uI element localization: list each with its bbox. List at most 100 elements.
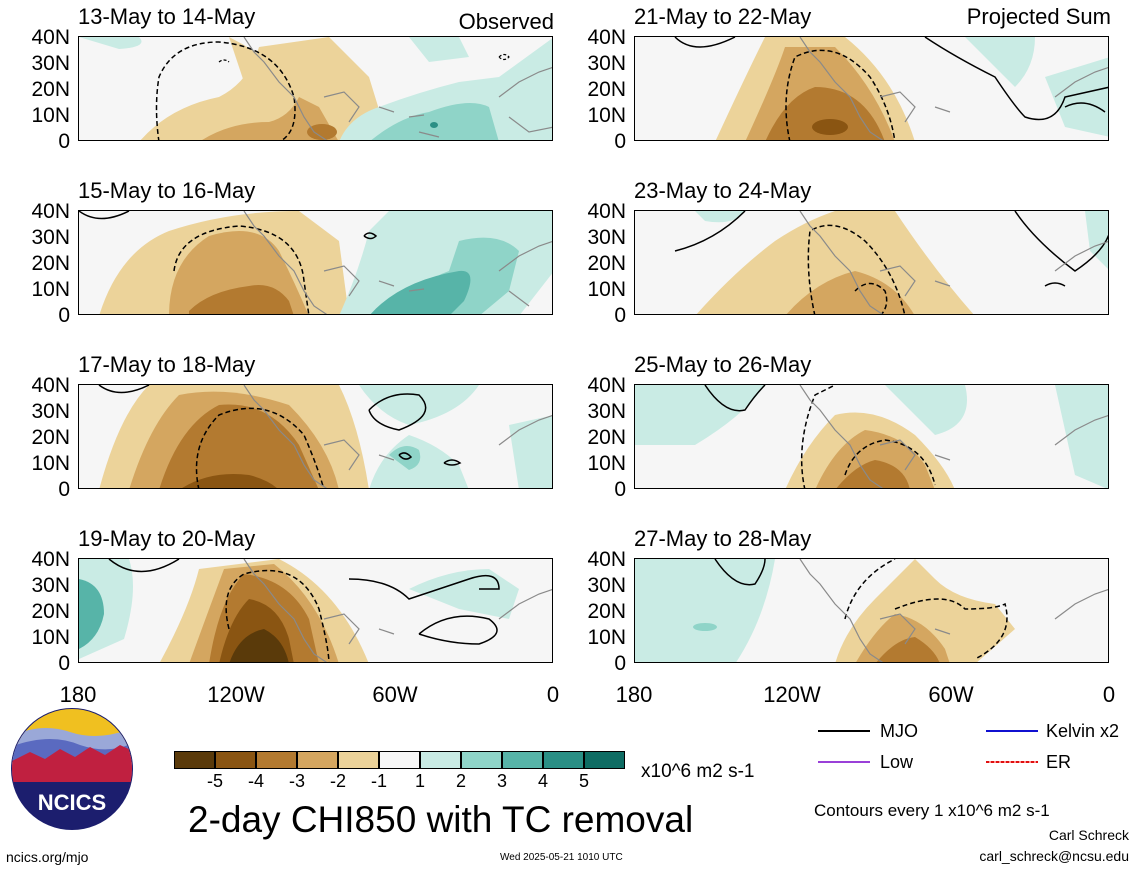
lat-tick: 20N: [31, 252, 70, 275]
colorbar-swatch: [297, 751, 338, 769]
lat-tick: 0: [614, 478, 626, 501]
panel-title: 25-May to 26-May: [634, 352, 812, 377]
lat-tick: 10N: [31, 452, 70, 475]
lat-tick: 10N: [31, 278, 70, 301]
colorbar-swatch: [461, 751, 502, 769]
lon-tick: 180: [59, 682, 97, 707]
colorbar-swatch: [420, 751, 461, 769]
lat-tick: 20N: [587, 252, 626, 275]
map-panel: [634, 36, 1109, 141]
legend-swatch: [818, 761, 870, 763]
lat-tick: 30N: [31, 226, 70, 249]
lat-tick: 30N: [587, 226, 626, 249]
author-name: Carl Schreck: [1048, 827, 1129, 843]
colorbar-swatch: [174, 751, 215, 769]
lat-tick: 40N: [31, 548, 70, 571]
legend-swatch: [986, 730, 1038, 732]
lat-tick: 30N: [587, 400, 626, 423]
legend-label: MJO: [880, 721, 918, 741]
lat-tick: 20N: [587, 600, 626, 623]
lat-tick: 40N: [31, 26, 70, 49]
lat-tick: 10N: [31, 626, 70, 649]
legend-label: Low: [880, 752, 914, 772]
map-field: [79, 559, 552, 662]
colorbar-swatch: [584, 751, 625, 769]
lon-tick: 0: [546, 682, 560, 707]
lat-tick: 0: [58, 652, 70, 675]
lon-tick: 180: [615, 682, 653, 707]
lat-tick: 20N: [31, 600, 70, 623]
lat-tick: 30N: [587, 52, 626, 75]
lat-tick: 40N: [31, 200, 70, 223]
colorbar-tick: 1: [414, 771, 426, 791]
map-field: [635, 385, 1108, 488]
colorbar-swatch: [502, 751, 543, 769]
author-email: carl_schreck@ncsu.edu: [979, 848, 1129, 864]
lat-tick: 30N: [587, 574, 626, 597]
map-panel: [634, 210, 1109, 315]
logo-text: NCICS: [38, 790, 106, 815]
map-field: [635, 559, 1108, 662]
colorbar-tick: -2: [329, 771, 347, 791]
lon-tick: 60W: [928, 682, 974, 707]
map-field: [98, 385, 552, 488]
lat-tick: 20N: [587, 426, 626, 449]
lon-tick: 0: [1102, 682, 1116, 707]
colorbar-tick: -1: [370, 771, 388, 791]
colorbar-tick: -3: [288, 771, 306, 791]
lat-tick: 0: [614, 130, 626, 153]
lat-tick: 0: [614, 304, 626, 327]
lat-tick: 0: [58, 478, 70, 501]
lat-tick: 20N: [587, 78, 626, 101]
panel-title: 27-May to 28-May: [634, 526, 812, 551]
contour-note: Contours every 1 x10^6 m2 s-1: [814, 801, 1050, 820]
lat-tick: 30N: [31, 52, 70, 75]
colorbar-tick: 5: [578, 771, 590, 791]
lat-tick: 0: [58, 130, 70, 153]
map-field: [79, 37, 552, 140]
map-panel: [78, 36, 553, 141]
timestamp: Wed 2025-05-21 1010 UTC: [500, 852, 623, 863]
observed-label: Observed: [458, 9, 554, 34]
colorbar-swatch: [543, 751, 584, 769]
map-panel: [634, 558, 1109, 663]
panel-title: 17-May to 18-May: [78, 352, 256, 377]
panel-title: 15-May to 16-May: [78, 178, 256, 203]
ncics-logo: NCICS: [10, 707, 135, 832]
legend-label: Kelvin x2: [1046, 721, 1120, 741]
panel-title: 21-May to 22-May: [634, 4, 812, 29]
map-panel: [78, 558, 553, 663]
lat-tick: 10N: [587, 278, 626, 301]
colorbar-tick: 2: [455, 771, 467, 791]
panel-title: 19-May to 20-May: [78, 526, 256, 551]
legend-swatch: [818, 730, 870, 732]
lat-tick: 20N: [31, 78, 70, 101]
map-panel: [78, 384, 553, 489]
colorbar-units: x10^6 m2 s-1: [641, 761, 755, 782]
panel-title: 23-May to 24-May: [634, 178, 812, 203]
lat-tick: 10N: [587, 452, 626, 475]
lat-tick: 20N: [31, 426, 70, 449]
lat-tick: 10N: [587, 104, 626, 127]
lat-tick: 10N: [587, 626, 626, 649]
lat-tick: 40N: [31, 374, 70, 397]
colorbar-swatch: [338, 751, 379, 769]
lat-tick: 0: [58, 304, 70, 327]
colorbar-tick: 3: [496, 771, 508, 791]
lat-tick: 40N: [587, 200, 626, 223]
map-field: [674, 211, 1108, 314]
colorbar-tick: 4: [537, 771, 549, 791]
map-field: [674, 37, 1108, 140]
lon-tick: 120W: [207, 682, 265, 707]
logo-icon: NCICS: [11, 708, 133, 830]
lon-tick: 60W: [372, 682, 418, 707]
lat-tick: 40N: [587, 374, 626, 397]
map-panel: [78, 210, 553, 315]
footer-url[interactable]: ncics.org/mjo: [6, 849, 89, 865]
lat-tick: 0: [614, 652, 626, 675]
legend-swatch: [986, 761, 1038, 763]
colorbar-tick: -4: [247, 771, 265, 791]
map-field: [79, 211, 552, 314]
projected-sum-label: Projected Sum: [966, 4, 1111, 29]
colorbar-tick: -5: [206, 771, 224, 791]
